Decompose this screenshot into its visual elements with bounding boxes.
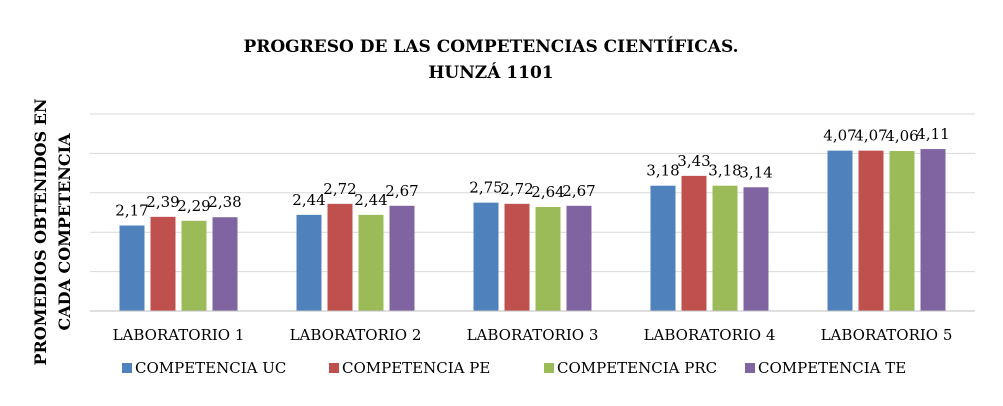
legend-label-3: COMPETENCIA PRC — [557, 359, 717, 377]
data-label-lab3-s4: 2,67 — [562, 182, 595, 200]
x-axis: LABORATORIO 1 LABORATORIO 2 LABORATORIO 3 L… — [90, 310, 975, 344]
bar-lab4-s3 — [712, 185, 738, 311]
data-label-lab4-s2: 3,43 — [677, 152, 710, 170]
data-label-lab5-s1: 4,07 — [823, 127, 856, 145]
legend-swatch-2 — [329, 363, 339, 373]
bar-lab2-s2 — [327, 203, 353, 311]
bar-lab1-s1 — [119, 225, 145, 311]
data-labels: 2,172,392,292,38 2,442,722,442,67 2,752,72… — [115, 125, 949, 219]
x-tick-label-2: LABORATORIO 2 — [290, 326, 422, 344]
data-label-lab4-s3: 3,18 — [708, 162, 741, 180]
legend: COMPETENCIA UC COMPETENCIA PE COMPETENCIA … — [122, 359, 906, 377]
bar-lab2-s3 — [358, 214, 384, 311]
data-label-lab5-s4: 4,11 — [916, 125, 949, 143]
data-label-lab2-s1: 2,44 — [292, 191, 325, 209]
y-axis-label-line-2: CADA COMPETENCIA — [55, 133, 74, 331]
bar-lab1-s2 — [150, 216, 176, 311]
data-label-lab2-s2: 2,72 — [323, 180, 356, 198]
legend-swatch-3 — [544, 363, 554, 373]
bar-lab2-s4 — [389, 205, 415, 311]
x-tick-label-3: LABORATORIO 3 — [467, 326, 599, 344]
data-label-lab5-s3: 4,06 — [885, 127, 918, 145]
data-label-lab1-s3: 2,29 — [177, 197, 210, 215]
bar-lab4-s4 — [743, 187, 769, 311]
bar-lab5-s1 — [827, 150, 853, 311]
bar-lab1-s4 — [212, 217, 238, 311]
data-label-lab3-s2: 2,72 — [500, 180, 533, 198]
data-label-lab2-s3: 2,44 — [354, 191, 387, 209]
data-label-lab5-s2: 4,07 — [854, 127, 887, 145]
bar-lab5-s2 — [858, 150, 884, 311]
x-tick-label-1: LABORATORIO 1 — [113, 326, 245, 344]
data-label-lab1-s4: 2,38 — [208, 193, 241, 211]
data-label-lab3-s1: 2,75 — [469, 179, 502, 197]
legend-swatch-4 — [745, 363, 755, 373]
data-label-lab4-s1: 3,18 — [646, 162, 679, 180]
legend-label-4: COMPETENCIA TE — [758, 359, 906, 377]
bar-lab3-s3 — [535, 206, 561, 311]
bar-lab5-s4 — [920, 149, 946, 311]
bar-lab3-s4 — [566, 205, 592, 311]
legend-label-2: COMPETENCIA PE — [342, 359, 490, 377]
data-label-lab3-s3: 2,64 — [531, 183, 564, 201]
bar-lab5-s3 — [889, 151, 915, 311]
x-tick-label-5: LABORATORIO 5 — [821, 326, 953, 344]
x-tick-label-4: LABORATORIO 4 — [644, 326, 776, 344]
data-label-lab4-s4: 3,14 — [739, 163, 772, 181]
bar-lab4-s2 — [681, 175, 707, 311]
bar-lab3-s2 — [504, 203, 530, 311]
bar-lab3-s1 — [473, 202, 499, 311]
bar-lab1-s3 — [181, 220, 207, 311]
data-label-lab1-s2: 2,39 — [146, 193, 179, 211]
y-axis-label-line-1: PROMEDIOS OBTENIDOS EN — [31, 98, 50, 365]
bars — [119, 149, 946, 311]
chart-title-line-2: HUNZÁ 1101 — [428, 62, 553, 83]
data-label-lab1-s1: 2,17 — [115, 202, 148, 220]
bar-lab2-s1 — [296, 214, 322, 311]
data-label-lab2-s4: 2,67 — [385, 182, 418, 200]
legend-label-1: COMPETENCIA UC — [135, 359, 286, 377]
chart-title-line-1: PROGRESO DE LAS COMPETENCIAS CIENTÍFICAS… — [243, 36, 738, 57]
legend-swatch-1 — [122, 363, 132, 373]
bar-lab4-s1 — [650, 185, 676, 311]
